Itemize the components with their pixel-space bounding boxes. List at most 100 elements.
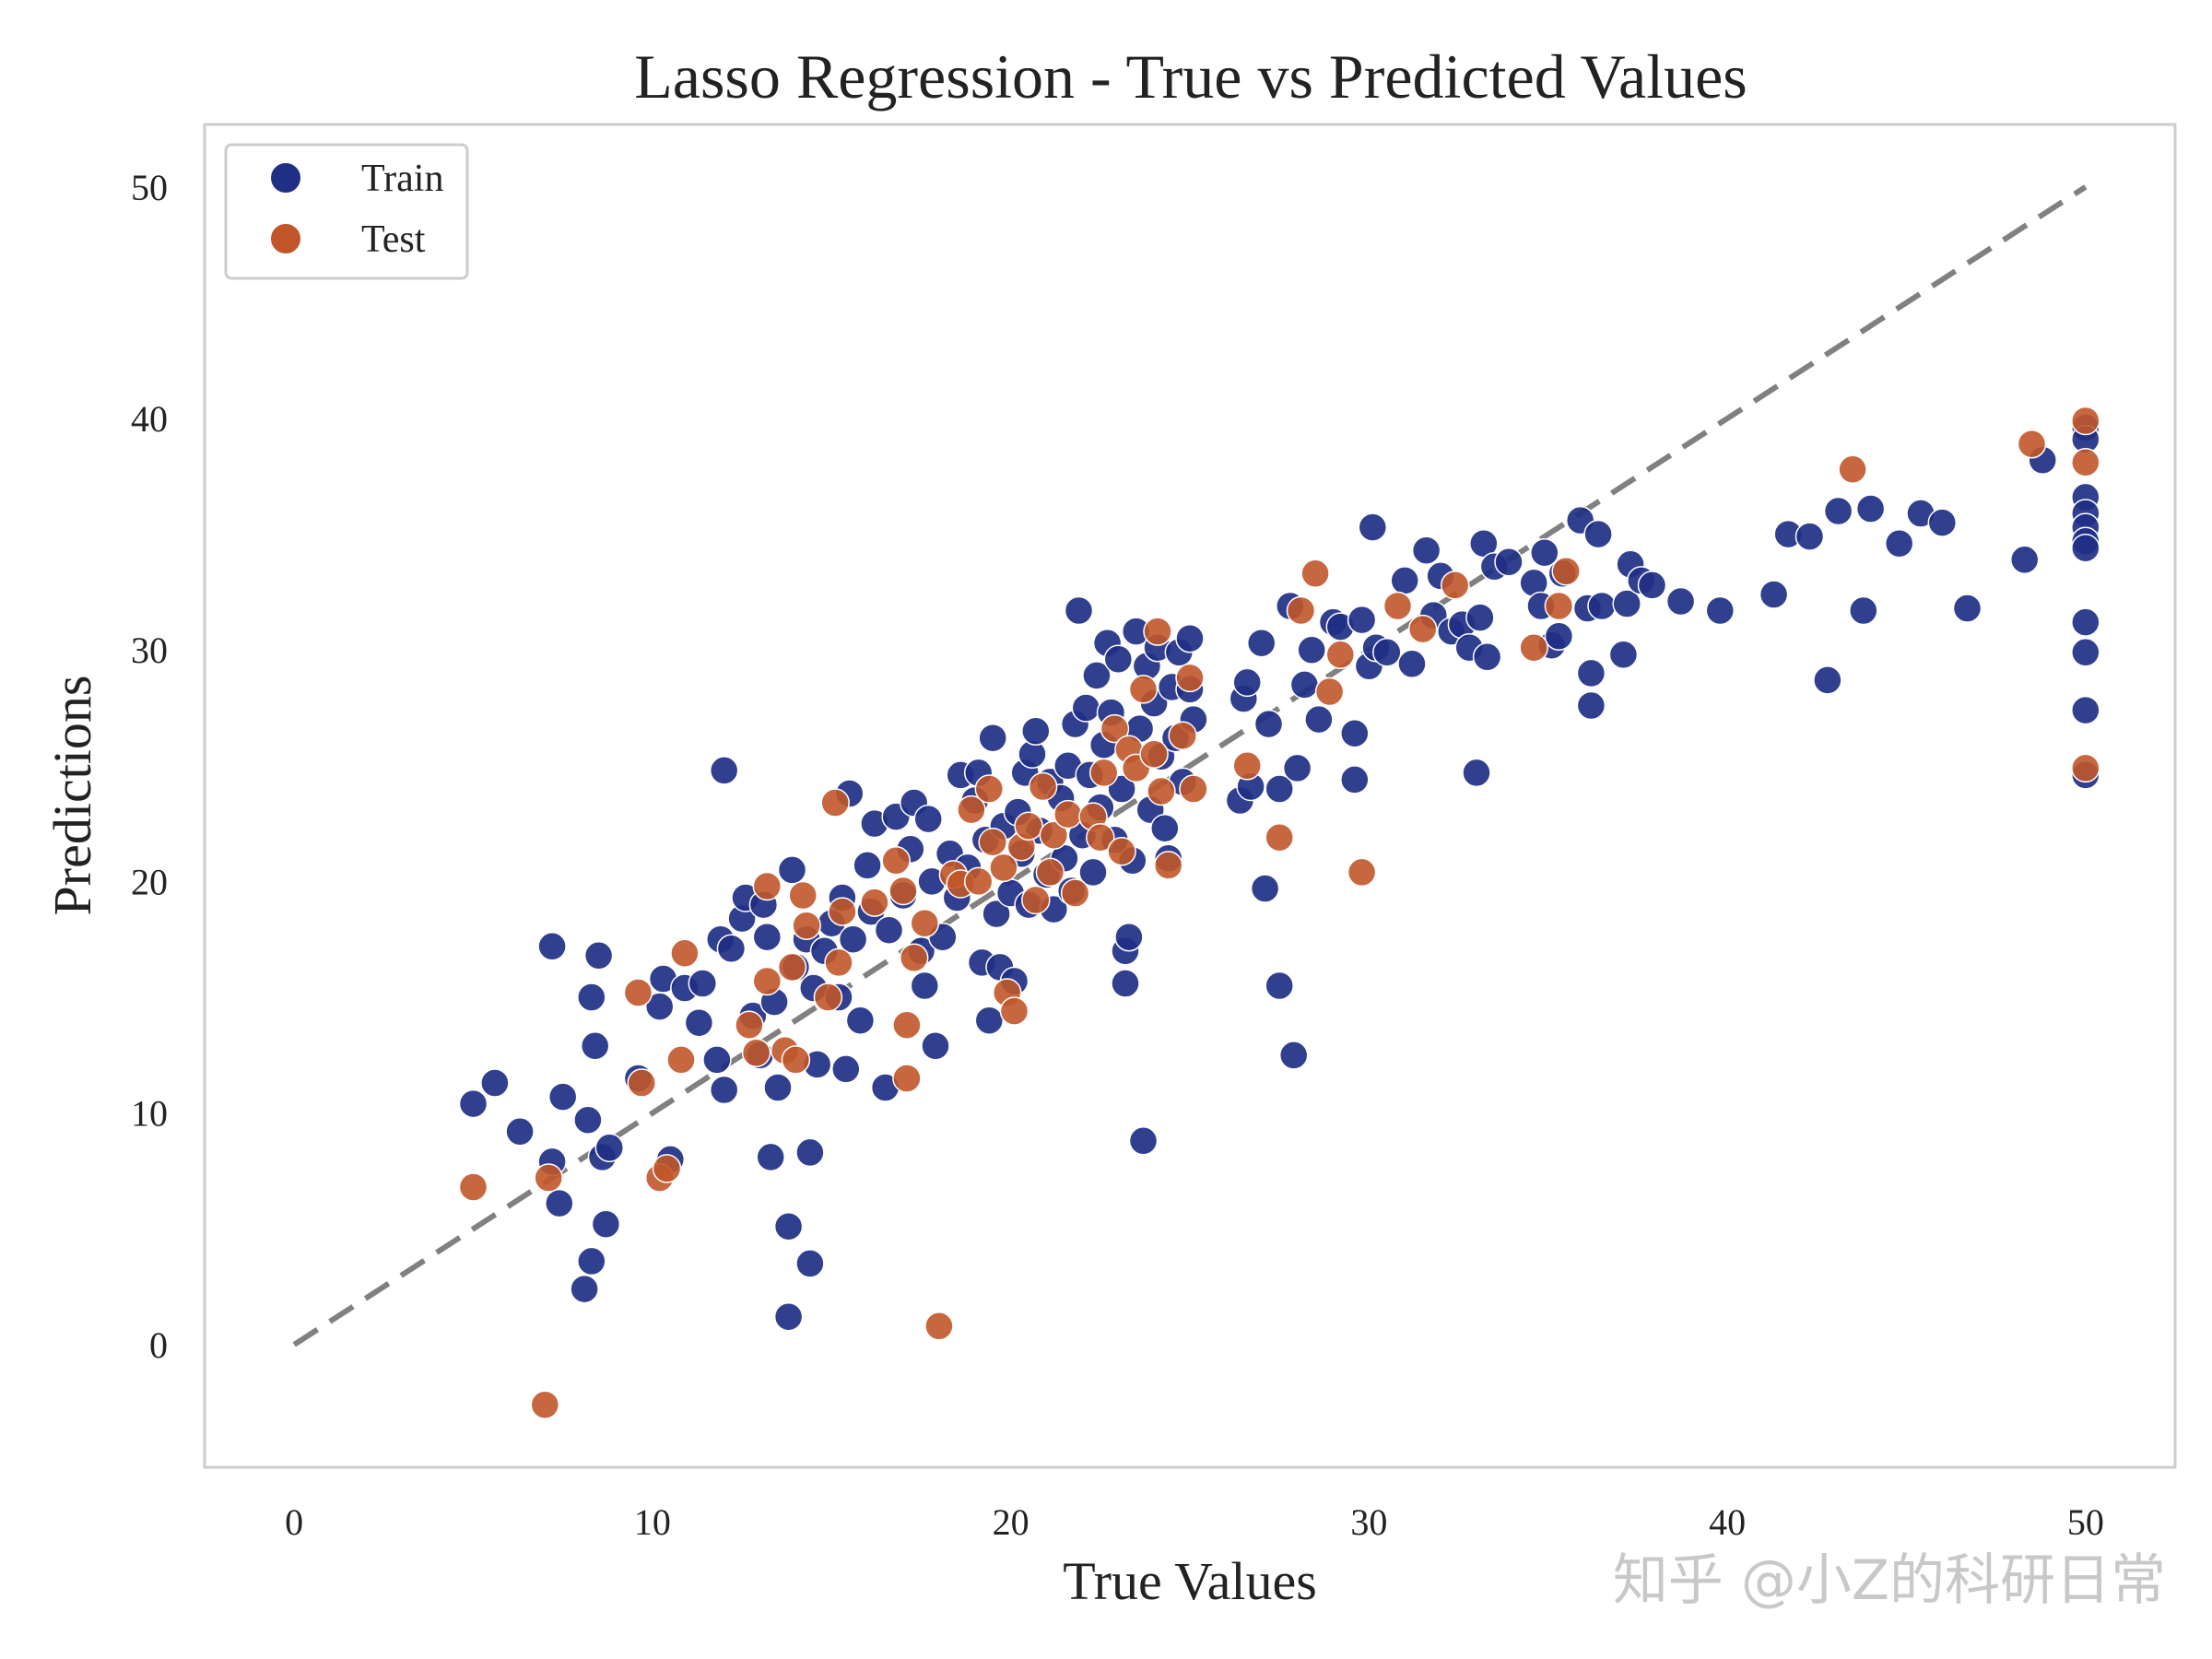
train-point [853, 851, 882, 880]
train-point [1952, 594, 1983, 623]
train-point [756, 1142, 785, 1172]
test-point [1314, 677, 1345, 707]
x-tick-label: 0 [285, 1501, 303, 1543]
train-point [1576, 658, 1606, 688]
test-point [2071, 406, 2100, 436]
train-point [1358, 512, 1388, 542]
test-point [999, 996, 1030, 1026]
y-axis-ticks: 0 10 20 30 40 50 [131, 167, 168, 1366]
test-point [881, 846, 911, 876]
train-point [1472, 642, 1502, 672]
plot-frame [203, 123, 2177, 1469]
test-point [1139, 739, 1169, 770]
train-point [1494, 547, 1524, 577]
test-point [824, 947, 853, 978]
test-point [1179, 774, 1208, 804]
train-point [982, 899, 1011, 929]
train-point [2009, 545, 2040, 575]
test-point [530, 1390, 560, 1419]
train-point [577, 982, 606, 1012]
test-point [910, 908, 940, 938]
train-point [1759, 580, 1789, 609]
train-point [1103, 644, 1134, 675]
train-point [1612, 589, 1641, 618]
train-point [458, 1088, 488, 1119]
test-point [1325, 640, 1356, 670]
test-series [458, 406, 2100, 1419]
test-point [1175, 663, 1205, 693]
test-point [1128, 675, 1159, 704]
train-point [1665, 586, 1696, 617]
test-point [458, 1172, 488, 1202]
test-point [813, 982, 843, 1012]
train-point [910, 971, 940, 1001]
train-point [573, 1105, 603, 1135]
train-point [547, 1082, 578, 1112]
train-point [684, 1007, 714, 1038]
train-point [978, 723, 1007, 753]
train-point [545, 1188, 574, 1218]
train-point [1462, 758, 1491, 788]
test-point [989, 853, 1018, 883]
train-point [1855, 494, 1886, 524]
test-point [1088, 758, 1119, 788]
train-point [2071, 533, 2100, 563]
train-point [688, 969, 718, 998]
train-point [1794, 522, 1825, 551]
train-point [1150, 813, 1180, 843]
test-point [1014, 811, 1043, 841]
train-point [1282, 753, 1312, 783]
x-tick-label: 40 [1709, 1501, 1746, 1543]
train-point [1114, 922, 1144, 952]
legend-label-train: Train [361, 158, 443, 200]
train-point [845, 1006, 876, 1035]
legend-label-test: Test [361, 218, 426, 261]
test-point [735, 1010, 764, 1040]
x-tick-label: 30 [1350, 1501, 1387, 1543]
test-point [957, 794, 986, 825]
y-axis-label: Predictions [42, 676, 102, 916]
train-point [1297, 635, 1326, 665]
train-point [1465, 603, 1495, 632]
train-point [702, 1045, 732, 1075]
test-point [2017, 429, 2047, 459]
test-point [860, 888, 889, 917]
train-point [1608, 640, 1639, 670]
train-point [773, 1301, 804, 1332]
train-point [1823, 496, 1853, 526]
test-point [924, 1312, 954, 1341]
train-point [1587, 591, 1617, 621]
train-point [1927, 508, 1958, 537]
y-tick-label: 20 [131, 861, 168, 902]
train-point [1530, 537, 1559, 568]
test-point [670, 938, 700, 969]
test-point [888, 876, 918, 906]
train-point [1397, 649, 1427, 679]
train-point [1411, 535, 1441, 565]
test-point [892, 1010, 922, 1040]
train-point [1544, 621, 1574, 651]
test-point [781, 1045, 811, 1075]
train-point [1111, 969, 1140, 998]
test-point [1232, 751, 1262, 781]
test-point [1028, 771, 1058, 802]
train-point [1583, 519, 1613, 549]
train-point [570, 1274, 599, 1304]
train-point [1884, 528, 1914, 559]
test-point [963, 866, 994, 897]
test-point [777, 952, 807, 982]
train-point [763, 1073, 793, 1102]
train-point [1289, 670, 1320, 700]
test-point [978, 827, 1007, 857]
train-point [773, 1211, 804, 1241]
chart-title: Lasso Regression - True vs Predicted Val… [634, 41, 1747, 112]
test-point [788, 880, 818, 911]
train-point [795, 1137, 825, 1168]
train-point [777, 855, 807, 885]
test-point [1100, 713, 1130, 744]
train-point [580, 1031, 610, 1061]
test-point [1519, 632, 1548, 663]
train-point [2071, 638, 2100, 667]
test-point [899, 943, 929, 973]
train-point [1340, 765, 1370, 794]
